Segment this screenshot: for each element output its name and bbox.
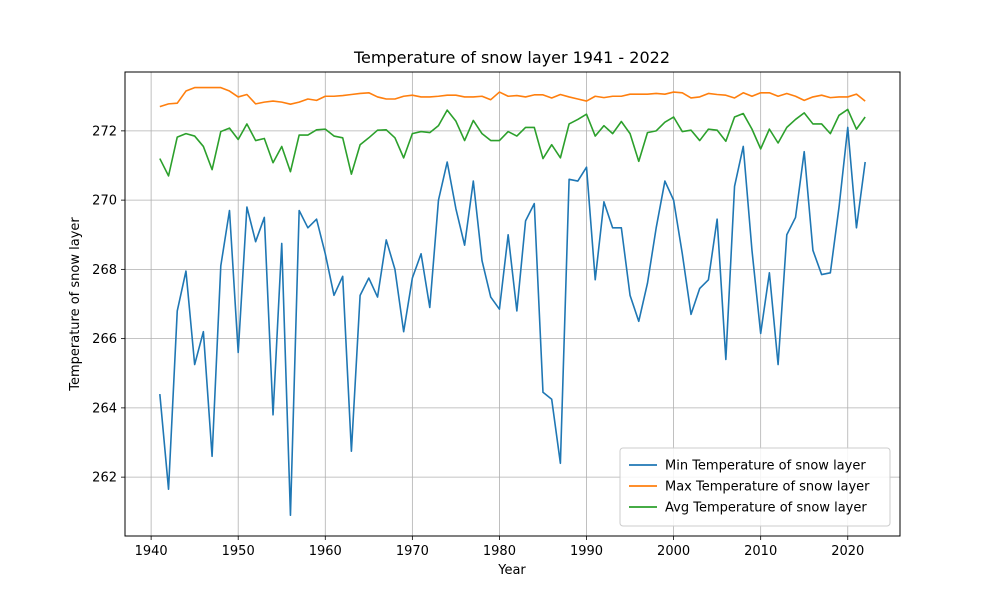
y-tick-label: 270: [92, 194, 117, 209]
legend-label: Avg Temperature of snow layer: [665, 501, 867, 516]
series-line-1: [159, 126, 866, 517]
y-tick-label: 272: [92, 124, 117, 139]
legend-label: Min Temperature of snow layer: [665, 459, 866, 474]
y-tick-label: 266: [92, 332, 117, 347]
legend-label: Max Temperature of snow layer: [665, 480, 870, 495]
legend-box: [619, 447, 891, 527]
series-line-3: [159, 108, 866, 177]
legend: Min Temperature of snow layer Max Tempera…: [619, 447, 891, 527]
x-tick-label: 1980: [483, 544, 516, 559]
x-tick-label: 1960: [309, 544, 342, 559]
x-tick-label: 1970: [396, 544, 429, 559]
y-tick-label: 262: [92, 471, 117, 486]
series-line-2: [159, 86, 866, 108]
ticks: 1940 1950 1960 1970 1980 1990 2000 2010 2020 262 2…: [92, 124, 864, 559]
x-tick-label: 1990: [570, 544, 603, 559]
plot-area-frame: [124, 71, 901, 537]
y-tick-label: 268: [92, 263, 117, 278]
x-tick-label: 2000: [657, 544, 690, 559]
series-layer: [159, 86, 866, 517]
x-axis-title: Year: [497, 563, 526, 578]
x-tick-label: 1950: [222, 544, 255, 559]
y-axis-title: Temperature of snow layer: [68, 217, 83, 392]
x-tick-label: 1940: [135, 544, 168, 559]
x-tick-label: 2020: [831, 544, 864, 559]
y-tick-label: 264: [92, 401, 117, 416]
x-tick-label: 2010: [744, 544, 777, 559]
chart-title: Temperature of snow layer 1941 - 2022: [353, 48, 670, 67]
